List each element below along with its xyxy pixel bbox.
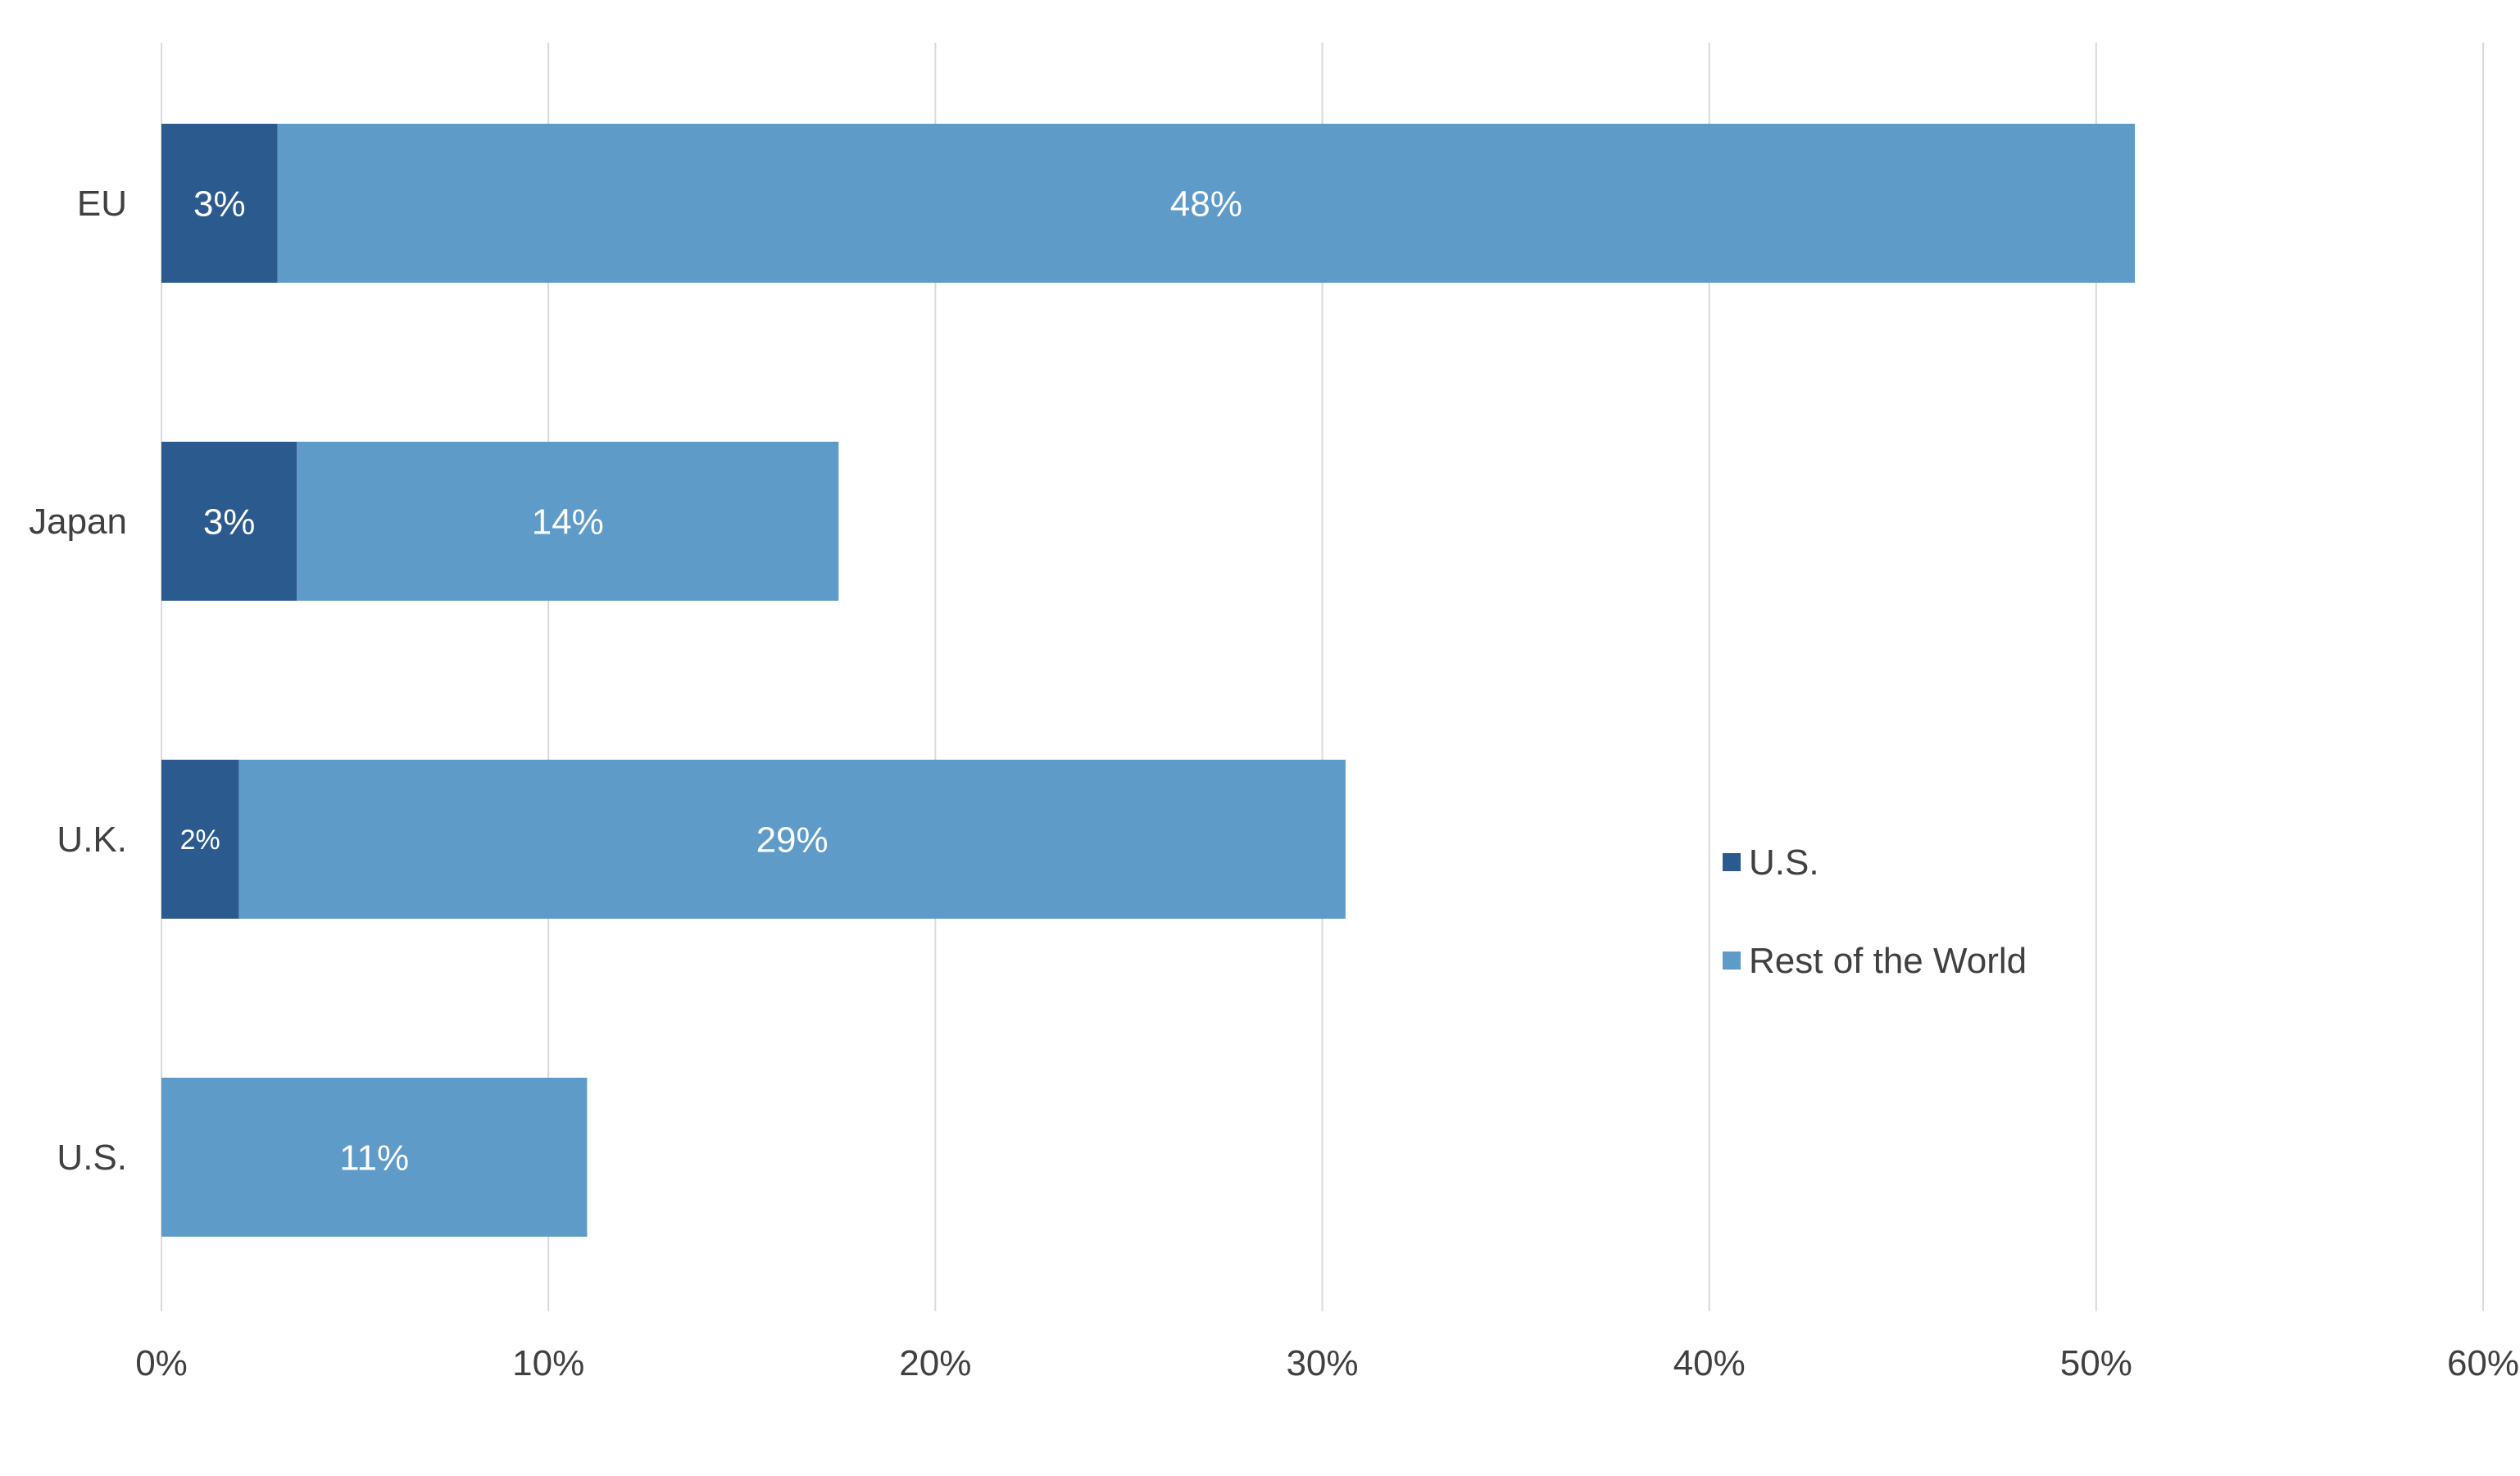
bar-segment-rest-of-world: [297, 442, 839, 601]
category-label: U.K.: [57, 820, 127, 860]
x-axis-ticks: 0% 10% 20% 30% 40% 50% 60%: [135, 1343, 2519, 1383]
category-label: EU: [77, 184, 127, 224]
legend-swatch: [1723, 853, 1741, 871]
data-label: 3%: [203, 502, 256, 542]
data-label: 14%: [532, 502, 604, 542]
x-tick-label: 20%: [899, 1343, 971, 1383]
legend-label: U.S.: [1749, 842, 1819, 883]
category-label: U.S.: [57, 1138, 127, 1178]
data-label: 2%: [180, 824, 220, 856]
legend-label: Rest of the World: [1749, 941, 2027, 981]
bar-segment-rest-of-world: [238, 760, 1346, 919]
legend: U.S. Rest of the World: [1723, 842, 2027, 981]
data-label: 11%: [339, 1138, 409, 1178]
legend-swatch: [1723, 951, 1741, 970]
data-label: 48%: [1170, 184, 1242, 224]
x-tick-label: 40%: [1673, 1343, 1746, 1383]
x-tick-label: 10%: [512, 1343, 584, 1383]
x-tick-label: 60%: [2447, 1343, 2519, 1383]
x-tick-label: 50%: [2060, 1343, 2132, 1383]
bar-segment-us: [161, 760, 239, 919]
x-tick-label: 30%: [1286, 1343, 1358, 1383]
data-labels: 3% 48% 3% 14% 2% 29% 11%: [180, 184, 1242, 1178]
category-label: Japan: [29, 502, 127, 542]
bar-segment-us: [161, 124, 278, 283]
bars: [161, 124, 2136, 1237]
x-tick-label: 0%: [135, 1343, 188, 1383]
data-label: 3%: [193, 184, 246, 224]
data-label: 29%: [756, 820, 829, 860]
bar-segment-rest-of-world: [277, 124, 2136, 283]
bar-segment-rest-of-world: [161, 1078, 588, 1237]
y-axis-categories: EU Japan U.K. U.S.: [29, 184, 127, 1178]
bar-segment-us: [161, 442, 297, 601]
